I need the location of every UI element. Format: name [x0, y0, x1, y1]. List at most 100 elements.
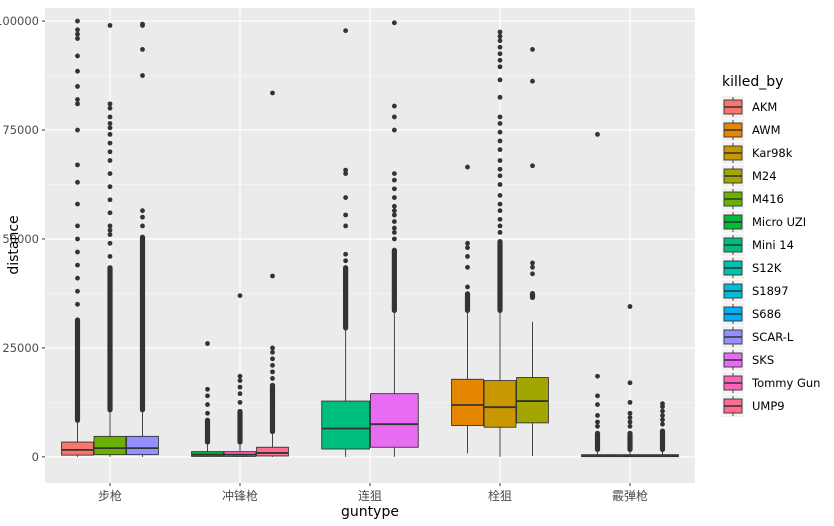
outlier-point [75, 68, 80, 74]
outlier-point [497, 114, 503, 120]
outlier-point [497, 201, 503, 207]
outlier-point [530, 264, 535, 270]
outlier-point [660, 417, 665, 423]
outlier-point [497, 64, 503, 70]
outlier-point [140, 73, 145, 78]
legend-item-m416: M416 [722, 188, 784, 210]
outlier-point [343, 212, 349, 218]
outlier-point [343, 167, 349, 173]
outlier-stack [594, 430, 601, 453]
outlier-point [237, 399, 243, 405]
outlier-point [595, 393, 600, 399]
legend-label: SCAR-L [752, 330, 794, 344]
outlier-point [530, 291, 535, 296]
outlier-point [595, 402, 600, 407]
legend-item-s686: S686 [722, 303, 781, 325]
outlier-point [107, 131, 113, 137]
outlier-point [270, 369, 275, 375]
outlier-point [107, 197, 113, 203]
outlier-point [75, 53, 80, 59]
outlier-stack [74, 317, 81, 423]
box-sks [370, 20, 419, 457]
outlier-point [595, 373, 600, 379]
box-s1897 [613, 304, 647, 458]
outlier-point [205, 386, 210, 392]
legend-item-scar-l: SCAR-L [722, 326, 794, 348]
x-tick-label: 霰弹枪 [612, 488, 648, 503]
outlier-point [465, 284, 470, 290]
box-micro-uzi [191, 341, 224, 457]
outlier-point [343, 28, 349, 34]
outlier-point [391, 20, 397, 26]
outlier-stack [269, 382, 276, 435]
outlier-point [75, 249, 80, 255]
outlier-point [660, 413, 665, 418]
outlier-point [391, 103, 397, 109]
legend-label: AWM [752, 123, 781, 137]
outlier-point [107, 240, 113, 246]
y-axis-title: distance [6, 215, 22, 274]
outlier-point [595, 413, 600, 418]
legend-label: Mini 14 [752, 238, 794, 252]
outlier-point [75, 223, 80, 229]
legend-item-ump9: UMP9 [722, 395, 785, 417]
outlier-point [75, 36, 80, 41]
outlier-point [595, 131, 600, 137]
y-tick-label: 75000 [2, 123, 39, 137]
outlier-point [465, 240, 470, 246]
outlier-point [391, 171, 397, 176]
outlier-point [391, 195, 397, 200]
y-tick-label: 0 [32, 450, 39, 464]
x-axis-title: guntype [341, 504, 399, 520]
outlier-point [391, 236, 397, 242]
outlier-point [391, 212, 397, 218]
outlier-point [140, 214, 145, 220]
legend-item-s1897: S1897 [722, 280, 789, 302]
outlier-point [391, 177, 397, 183]
outlier-point [497, 147, 503, 153]
outlier-point [497, 182, 503, 187]
legend-item-awm: AWM [722, 119, 781, 141]
outlier-point [107, 114, 113, 120]
legend-item-s12k: S12K [722, 257, 782, 279]
outlier-stack [659, 428, 666, 453]
outlier-point [497, 51, 503, 57]
legend-item-sks: SKS [722, 349, 774, 371]
box-iqr [93, 435, 127, 456]
outlier-point [391, 225, 397, 231]
outlier-stack [107, 265, 113, 413]
box-m24 [516, 46, 549, 456]
outlier-point [107, 105, 113, 111]
outlier-point [627, 399, 633, 405]
outlier-point [391, 114, 397, 120]
outlier-point [497, 33, 503, 39]
outlier-point [497, 44, 503, 50]
outlier-point [465, 164, 470, 170]
outlier-point [530, 78, 535, 84]
legend-label: Micro UZI [752, 215, 806, 229]
outlier-point [237, 391, 243, 397]
x-tick-label: 步枪 [98, 488, 122, 503]
outlier-point [627, 415, 633, 421]
outlier-point [627, 410, 633, 416]
outlier-stack [237, 408, 243, 445]
outlier-point [270, 345, 275, 351]
outlier-point [107, 227, 113, 233]
box-scar-l [126, 21, 159, 457]
plot-panel [45, 8, 695, 483]
box-iqr [321, 400, 370, 450]
outlier-point [205, 402, 210, 407]
outlier-stack [139, 234, 146, 413]
box-kar98k [483, 29, 517, 457]
outlier-point [343, 258, 349, 264]
outlier-point [270, 349, 275, 355]
outlier-point [107, 125, 113, 131]
x-tick-label: 冲锋枪 [222, 488, 258, 503]
legend-label: AKM [752, 100, 777, 114]
legend-item-mini-14: Mini 14 [722, 234, 794, 256]
outlier-point [497, 38, 503, 44]
outlier-point [75, 162, 80, 168]
legend-label: SKS [752, 353, 774, 367]
outlier-point [75, 84, 80, 89]
